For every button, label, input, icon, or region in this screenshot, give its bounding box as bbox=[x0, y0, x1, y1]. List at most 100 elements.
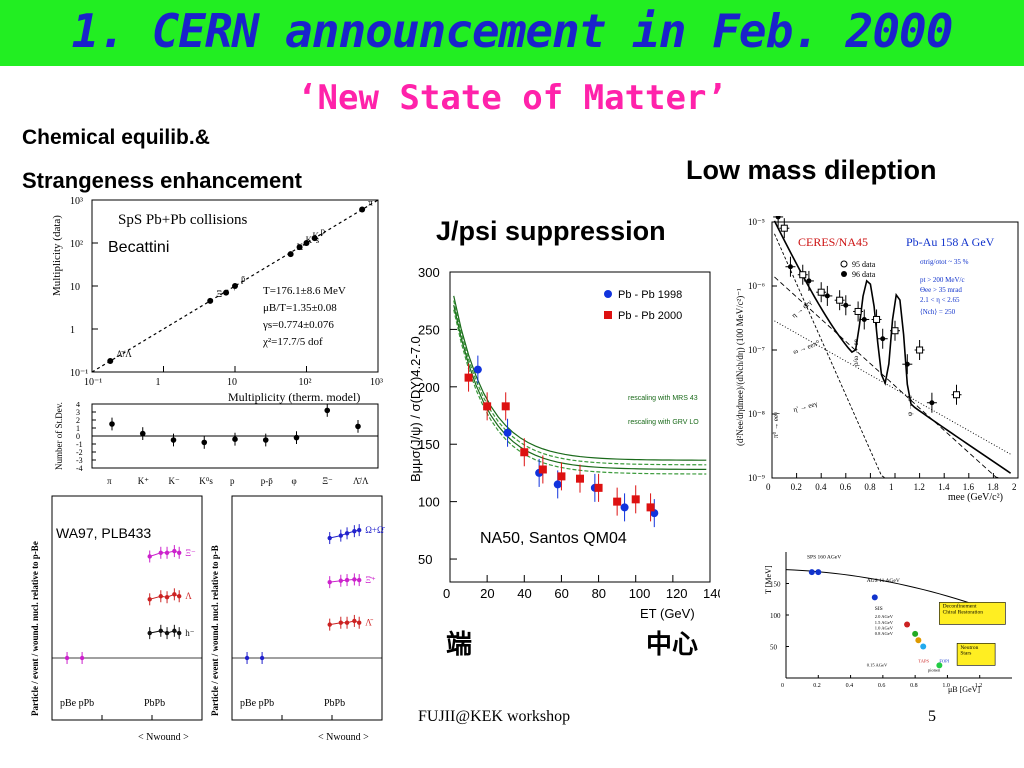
category-label: K⁻ bbox=[169, 476, 180, 486]
ceres-cut-2: pt > 200 MeV/c bbox=[920, 276, 965, 284]
y-tick-label: 300 bbox=[418, 265, 440, 280]
category-label: p-p̄ bbox=[261, 476, 273, 486]
chem-label-2: Strangeness enhancement bbox=[22, 168, 302, 193]
wa97-right-group-1: pBe pPb bbox=[240, 698, 274, 709]
ceres-legend-96: 96 data bbox=[852, 270, 876, 279]
y-tick-label: 10⁻⁵ bbox=[748, 217, 765, 227]
x-tick-label: 0.4 bbox=[846, 683, 854, 689]
y-tick-label: 10⁻⁶ bbox=[748, 281, 765, 291]
phase-point bbox=[915, 637, 922, 644]
point-96 bbox=[787, 264, 793, 270]
ceres-cut-1: σtrig/σtot ~ 35 % bbox=[920, 258, 969, 266]
phase-boundary bbox=[785, 569, 980, 607]
na50-theory-band bbox=[453, 295, 707, 475]
series-point bbox=[177, 594, 182, 599]
point-96 bbox=[904, 361, 910, 367]
point-label: Λ̄/Λ bbox=[116, 349, 132, 359]
phase-diagram-chart: 0 0.2 0.4 0.6 0.8 1.0 1.2 50 100 150 SPS 160 AGeV… bbox=[764, 552, 1012, 694]
phase-point bbox=[936, 662, 943, 669]
band-label-2: rescaling with GRV LO bbox=[628, 419, 699, 426]
point-96 bbox=[824, 293, 830, 299]
point-95 bbox=[799, 271, 807, 279]
ceres-points bbox=[773, 216, 962, 413]
x-tick-label: 100 bbox=[629, 586, 651, 601]
neutron-star-label: Neutron bbox=[960, 645, 978, 651]
wa97-left-series: Ξ⁻ Λh⁻ bbox=[64, 545, 196, 664]
category-label: p bbox=[230, 476, 235, 486]
title-bar bbox=[0, 0, 1024, 66]
series-label: Λ̄ bbox=[365, 618, 374, 628]
x-tick-label: 1 bbox=[156, 377, 161, 388]
phase-label: AGS 11 AGeV bbox=[867, 578, 900, 584]
cjk-left-label: 端 bbox=[446, 630, 473, 660]
series-point bbox=[338, 578, 344, 583]
y-tick-label: 100 bbox=[770, 612, 781, 620]
phase-point bbox=[904, 621, 911, 628]
wa97-right-series: Ω+Ω̄ Ξ̄⁺ Λ̄ bbox=[244, 524, 386, 664]
phase-label: 1.0 AGeV bbox=[875, 625, 894, 630]
legend-1998: Pb - Pb 1998 bbox=[618, 289, 682, 301]
y-tick-label: 50 bbox=[418, 552, 432, 567]
point-96 bbox=[880, 336, 886, 342]
point-2000 bbox=[483, 402, 492, 411]
thermal-fit-title: SpS Pb+Pb collisions bbox=[118, 212, 247, 228]
point-2000 bbox=[557, 472, 566, 481]
phase-label: SIS bbox=[875, 606, 883, 612]
phase-label: 2.0 AGeV bbox=[875, 614, 894, 619]
series-point bbox=[177, 550, 182, 555]
series-point bbox=[172, 628, 177, 634]
phase-point bbox=[920, 643, 927, 650]
category-label: K⁺ bbox=[138, 476, 149, 486]
category-label: π bbox=[107, 476, 112, 486]
ceres-curves bbox=[773, 220, 1012, 479]
ceres-legend-95-marker bbox=[840, 260, 848, 268]
wa97-left-frame bbox=[51, 495, 203, 721]
residual-point bbox=[262, 437, 269, 443]
point-96 bbox=[843, 302, 849, 308]
series-point bbox=[357, 577, 362, 583]
category-label: K⁰s bbox=[199, 476, 213, 486]
ceres-cut-4: 2.1 < η < 2.65 bbox=[920, 296, 960, 304]
thermal-fit-xlabel: Multiplicity (therm. model) bbox=[228, 390, 360, 404]
x-tick-label: 0.6 bbox=[840, 482, 852, 492]
ceres-ann-phi: φ → ee bbox=[906, 395, 914, 416]
wa97-right-frame bbox=[231, 495, 383, 721]
point-label: π bbox=[368, 198, 373, 208]
point-95 bbox=[891, 327, 899, 335]
point-1998 bbox=[503, 428, 512, 437]
x-tick-label: 1.2 bbox=[975, 683, 983, 689]
category-label: Λ̄/Λ bbox=[353, 476, 369, 486]
point-label: K⁺ bbox=[313, 231, 324, 241]
x-tick-label: 0 bbox=[781, 683, 784, 689]
residual-point bbox=[324, 407, 331, 414]
theory-curve bbox=[453, 300, 707, 466]
x-tick-label: 1.2 bbox=[914, 482, 925, 492]
y-tick-label: 10 bbox=[70, 282, 80, 293]
series-point bbox=[259, 655, 265, 661]
data-point bbox=[207, 297, 214, 304]
x-tick-label: 1.0 bbox=[942, 683, 950, 689]
series-point bbox=[344, 577, 350, 583]
point-2000 bbox=[576, 474, 584, 483]
series-point bbox=[164, 550, 170, 555]
cocktail-curve bbox=[774, 276, 1011, 479]
data-point bbox=[223, 289, 230, 296]
cocktail-curve bbox=[773, 220, 1012, 474]
series-point bbox=[172, 548, 177, 554]
series-point bbox=[327, 579, 332, 585]
series-point bbox=[357, 527, 362, 533]
y-tick-label: -4 bbox=[76, 464, 83, 473]
ceres-ann-etap: η' → eeγ bbox=[792, 400, 818, 414]
residual-point bbox=[139, 430, 146, 437]
phase-point bbox=[808, 569, 815, 576]
wa97-left-chart: Ξ⁻ Λh⁻ WA97, PLB433 pBe pPb PbPb < Nwound… bbox=[30, 495, 203, 743]
x-tick-label: 0.2 bbox=[813, 683, 821, 689]
series-label: Ξ̄⁺ bbox=[365, 575, 376, 585]
phase-point bbox=[871, 594, 878, 601]
x-tick-label: 0 bbox=[766, 482, 771, 492]
cocktail-curve bbox=[774, 320, 1011, 455]
ceres-title: CERES/NA45 bbox=[798, 235, 868, 249]
page-number: 5 bbox=[928, 708, 936, 725]
